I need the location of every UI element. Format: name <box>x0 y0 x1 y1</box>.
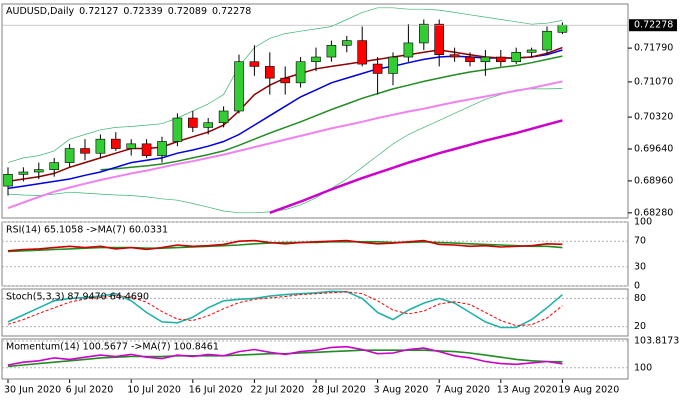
x-tick-label: 7 Aug 2020 <box>435 385 490 396</box>
candle-body <box>188 117 198 128</box>
candle-body <box>64 148 75 163</box>
indicator-line <box>7 345 563 366</box>
candle-body <box>465 56 475 63</box>
x-tick-label: 13 Aug 2020 <box>497 385 558 396</box>
candle-body <box>218 110 229 124</box>
header-field: AUDUSD,Daily <box>6 6 75 17</box>
candle-body <box>495 56 506 63</box>
candle-body <box>111 138 121 149</box>
y-tick-label: 80 <box>634 293 646 304</box>
header-field: 0.72089 <box>168 6 207 17</box>
candle-body <box>449 54 460 58</box>
x-tick-label: 22 Jul 2020 <box>250 385 304 396</box>
indicator-line <box>7 349 563 368</box>
indicator-line <box>100 55 563 171</box>
indicator-title: Momentum(14) 100.5677 ->MA(7) 100.8461 <box>6 342 219 353</box>
indicator-line <box>7 7 563 163</box>
header-field: 0.72339 <box>123 6 162 17</box>
panel-frame <box>1 338 629 380</box>
last-price-label: 0.72278 <box>634 20 673 31</box>
candle-body <box>33 169 44 173</box>
x-tick-label: 3 Aug 2020 <box>374 385 429 396</box>
indicator-line <box>7 291 563 327</box>
indicator-title: RSI(14) 65.1058 ->MA(7) 60.0331 <box>6 225 168 236</box>
y-tick-label: 0 <box>634 281 640 292</box>
x-tick-label: 30 Jun 2020 <box>4 385 61 396</box>
candle-body <box>234 61 244 112</box>
y-tick-label: 30 <box>634 261 646 272</box>
panel-frame <box>1 3 629 219</box>
candle-body <box>311 56 321 63</box>
x-tick-label: 28 Jul 2020 <box>312 385 366 396</box>
candle-body <box>434 23 445 55</box>
candle-body <box>341 40 352 46</box>
indicator-line <box>7 80 563 210</box>
indicator-title: Stoch(5,3,3) 87.9470 64.4690 <box>6 292 149 303</box>
y-tick-label: 103.8173 <box>634 335 679 346</box>
y-tick-label: 0.71070 <box>634 76 673 87</box>
candle-body <box>157 141 167 156</box>
header-field: 0.72127 <box>79 6 118 17</box>
candle-body <box>372 63 383 74</box>
candle-body <box>526 49 537 53</box>
x-tick-label: 10 Jul 2020 <box>127 385 181 396</box>
candle-body <box>18 171 29 175</box>
y-tick-label: 70 <box>634 236 646 247</box>
candle-body <box>403 42 414 58</box>
candle-body <box>126 143 136 149</box>
x-tick-label: 6 Jul 2020 <box>66 385 114 396</box>
candle-body <box>280 77 291 84</box>
x-tick-label: 16 Jul 2020 <box>189 385 243 396</box>
candle-body <box>388 56 398 74</box>
candle-body <box>357 40 368 65</box>
candle-body <box>326 44 337 58</box>
candle-body <box>295 61 306 84</box>
header-field: 0.72278 <box>212 6 251 17</box>
y-tick-label: 0.71790 <box>634 43 673 54</box>
last-price-box <box>629 19 677 32</box>
y-tick-label: 0.68960 <box>634 175 673 186</box>
indicator-line <box>7 240 563 253</box>
candle-body <box>511 52 522 63</box>
candle-body <box>542 30 552 51</box>
indicator-line <box>7 239 563 252</box>
candle-body <box>264 66 275 79</box>
candle-body <box>3 174 13 187</box>
candle-body <box>480 56 491 63</box>
candle-body <box>141 143 152 156</box>
candle-body <box>203 122 213 128</box>
indicator-line <box>269 119 563 214</box>
candle-body <box>49 162 60 170</box>
y-tick-label: 100 <box>634 217 652 228</box>
y-tick-label: 0.69640 <box>634 144 673 155</box>
indicator-line <box>7 88 563 214</box>
x-tick-label: 19 Aug 2020 <box>558 385 619 396</box>
candle-body <box>172 117 183 142</box>
candle-body <box>95 138 106 154</box>
candle-body <box>80 148 90 154</box>
chart-header: AUDUSD,Daily 0.72127 0.72339 0.72089 0.72278 <box>6 6 251 17</box>
indicator-line <box>7 290 563 329</box>
y-tick-label: 0.70320 <box>634 112 673 123</box>
y-tick-label: 100 <box>634 362 652 373</box>
candle-body <box>418 23 429 44</box>
y-tick-label: 20 <box>634 321 646 332</box>
y-tick-label: 0.68280 <box>634 207 673 218</box>
panel-frame <box>1 288 629 337</box>
candle-body <box>249 61 260 67</box>
candle-body <box>557 24 568 33</box>
